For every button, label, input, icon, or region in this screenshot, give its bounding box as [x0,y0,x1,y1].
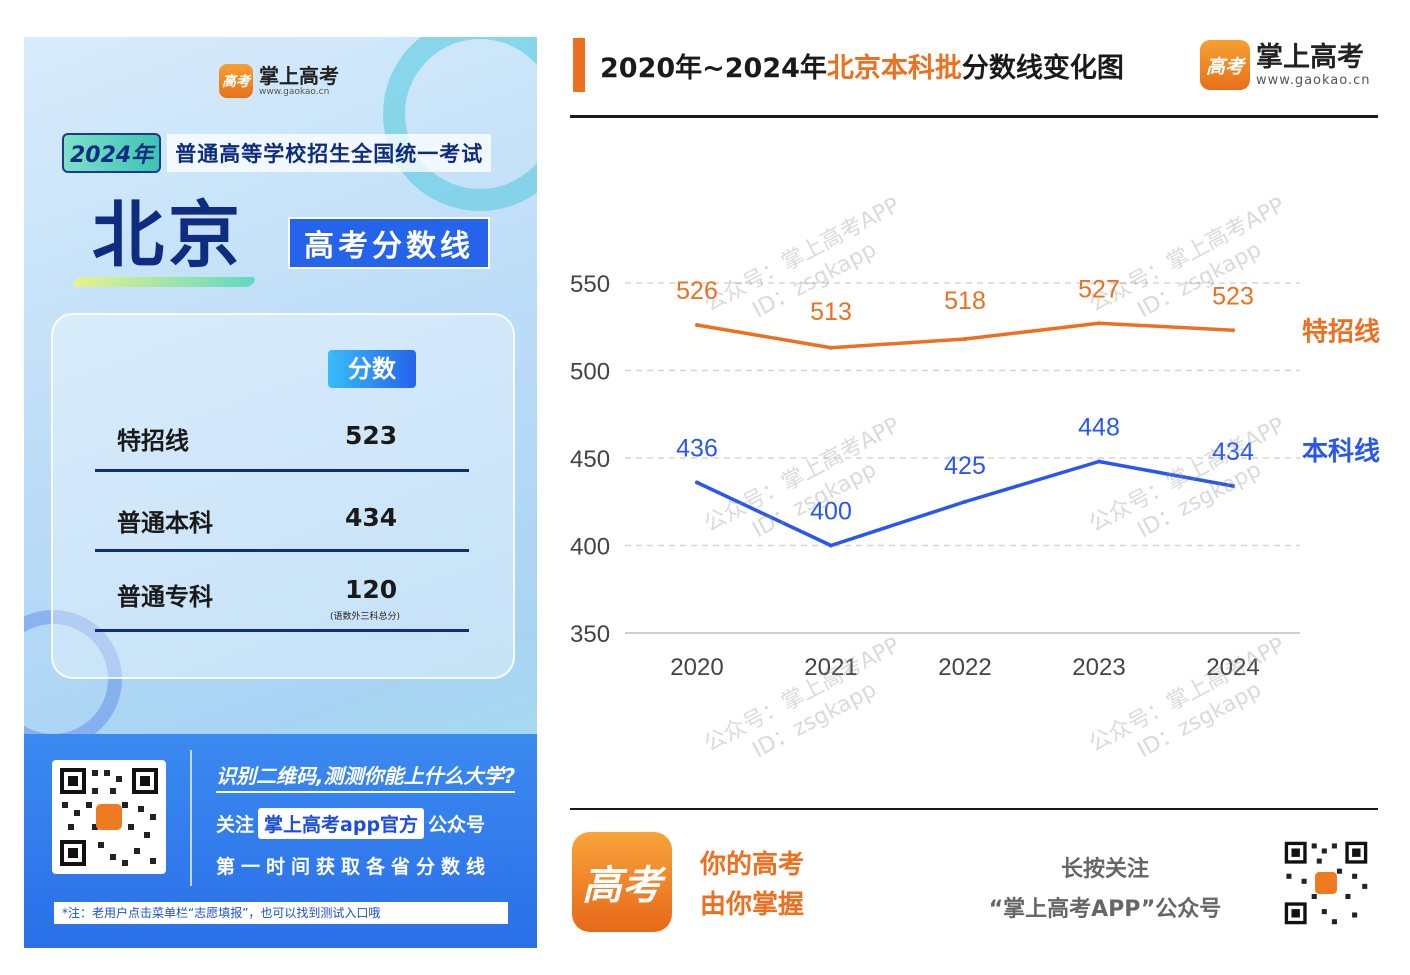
data-label: 400 [810,498,852,526]
line-chart: 350 400 450 500 550 2020 2021 2022 2023 2024 526 51… [570,271,1380,681]
band-note: *注：老用户点击菜单栏“志愿填报”，也可以找到测试入口哦 [54,902,508,924]
y-tick-label: 400 [570,534,610,561]
brand-logo: 高考 掌上高考 www.gaokao.cn [219,64,339,98]
data-point [963,337,967,341]
row-value: 120 [345,575,398,604]
city-title: 北京 [92,193,245,277]
brand-name: 掌上高考 [259,63,339,88]
slogan-line: 你的高考 [700,850,805,880]
exam-name: 普通高等学校招生全国统一考试 [167,134,492,172]
qr-code[interactable] [1278,835,1374,931]
brand-url: www.gaokao.cn [1256,72,1371,88]
data-label: 527 [1078,275,1120,303]
data-point [829,345,833,350]
app-logo-icon: 高考 [572,832,672,932]
band-follow: 关注 掌上高考app官方 公众号 [216,808,485,839]
x-tick-label: 2020 [670,654,723,681]
follow-prefix: 关注 [216,814,255,836]
brand-name: 掌上高考 [1256,41,1364,73]
follow-suffix: 公众号 [428,814,486,836]
series-line [696,321,1234,350]
data-label: 523 [1212,282,1254,310]
qr-code-icon [60,768,158,866]
data-point [1231,328,1235,333]
city-underline [71,277,257,287]
series-name-label: 本科线 [1302,437,1380,467]
data-point [695,480,699,485]
follow-account: 掌上高考app官方 [258,808,425,839]
y-tick-label: 550 [570,271,610,298]
row-label: 普通本科 [117,509,213,537]
qr-code[interactable] [52,760,166,874]
data-label: 526 [676,277,718,305]
data-point [1097,459,1101,464]
x-tick-label: 2021 [804,654,857,681]
row-value: 434 [345,503,398,532]
chart-title: 2020年~2024年北京本科批分数线变化图 [600,46,1124,85]
score-card: 分数 特招线 523 普通本科 434 普通专科 120 (语数外三科总分) [51,313,515,679]
follow-prompt: 长按关注 “掌上高考APP”公众号 [960,850,1250,930]
slogan: 你的高考 由你掌握 [700,845,804,925]
year-badge: 2024年 [62,133,162,173]
score-row: 普通本科 434 [95,491,469,552]
x-tick-label: 2024 [1206,654,1259,681]
row-label: 特招线 [117,427,189,455]
brand-logo: 高考 掌上高考 www.gaokao.cn [1200,40,1371,90]
data-point [963,499,967,504]
data-label: 436 [676,435,718,463]
score-row: 特招线 523 [95,411,469,472]
follow-line: 长按关注 [1060,857,1149,882]
data-label: 513 [810,298,852,326]
title-suffix: 分数线变化图 [961,53,1124,84]
score-title: 高考分数线 [288,217,490,269]
column-header: 分数 [328,350,416,388]
data-point [695,323,699,327]
row-note: (语数外三科总分) [330,612,401,622]
data-point [829,543,833,548]
y-tick-label: 350 [570,621,610,648]
band-question: 识别二维码,测测你能上什么大学? [216,760,516,793]
app-logo-icon: 高考 [219,64,253,98]
x-tick-label: 2022 [938,654,991,681]
y-tick-label: 450 [570,446,610,473]
x-tick-label: 2023 [1072,654,1125,681]
top-rule [570,115,1378,118]
data-point [1097,321,1101,326]
data-label: 434 [1212,438,1254,466]
data-point [1231,484,1235,488]
title-highlight: 北京本科批 [826,53,962,84]
app-logo-icon: 高考 [1200,40,1250,90]
brand-url: www.gaokao.cn [259,86,330,97]
title-accent-bar [573,38,585,92]
title-prefix: 2020年~2024年 [600,53,827,84]
decorative-ring [383,37,537,211]
series-name-label: 特招线 [1302,316,1380,347]
row-value: 523 [345,421,398,450]
band-divider [190,750,192,886]
data-label: 448 [1078,414,1120,442]
data-label: 425 [944,452,986,480]
data-label: 518 [944,287,986,315]
qr-code-icon [1284,841,1368,925]
left-poster: 高考 掌上高考 www.gaokao.cn 2024年 普通高等学校招生全国统一… [24,37,537,948]
exam-line: 2024年 普通高等学校招生全国统一考试 [62,133,492,173]
promo-band: 识别二维码,测测你能上什么大学? 关注 掌上高考app官方 公众号 第一时间获取… [24,734,537,948]
score-row: 普通专科 120 (语数外三科总分) [95,571,469,632]
y-tick-label: 500 [570,359,610,386]
bottom-rule [570,808,1378,810]
slogan-line: 由你掌握 [700,890,805,920]
row-label: 普通专科 [117,583,213,611]
follow-line: “掌上高考APP”公众号 [988,897,1222,922]
band-tip: 第一时间获取各省分数线 [216,856,492,878]
